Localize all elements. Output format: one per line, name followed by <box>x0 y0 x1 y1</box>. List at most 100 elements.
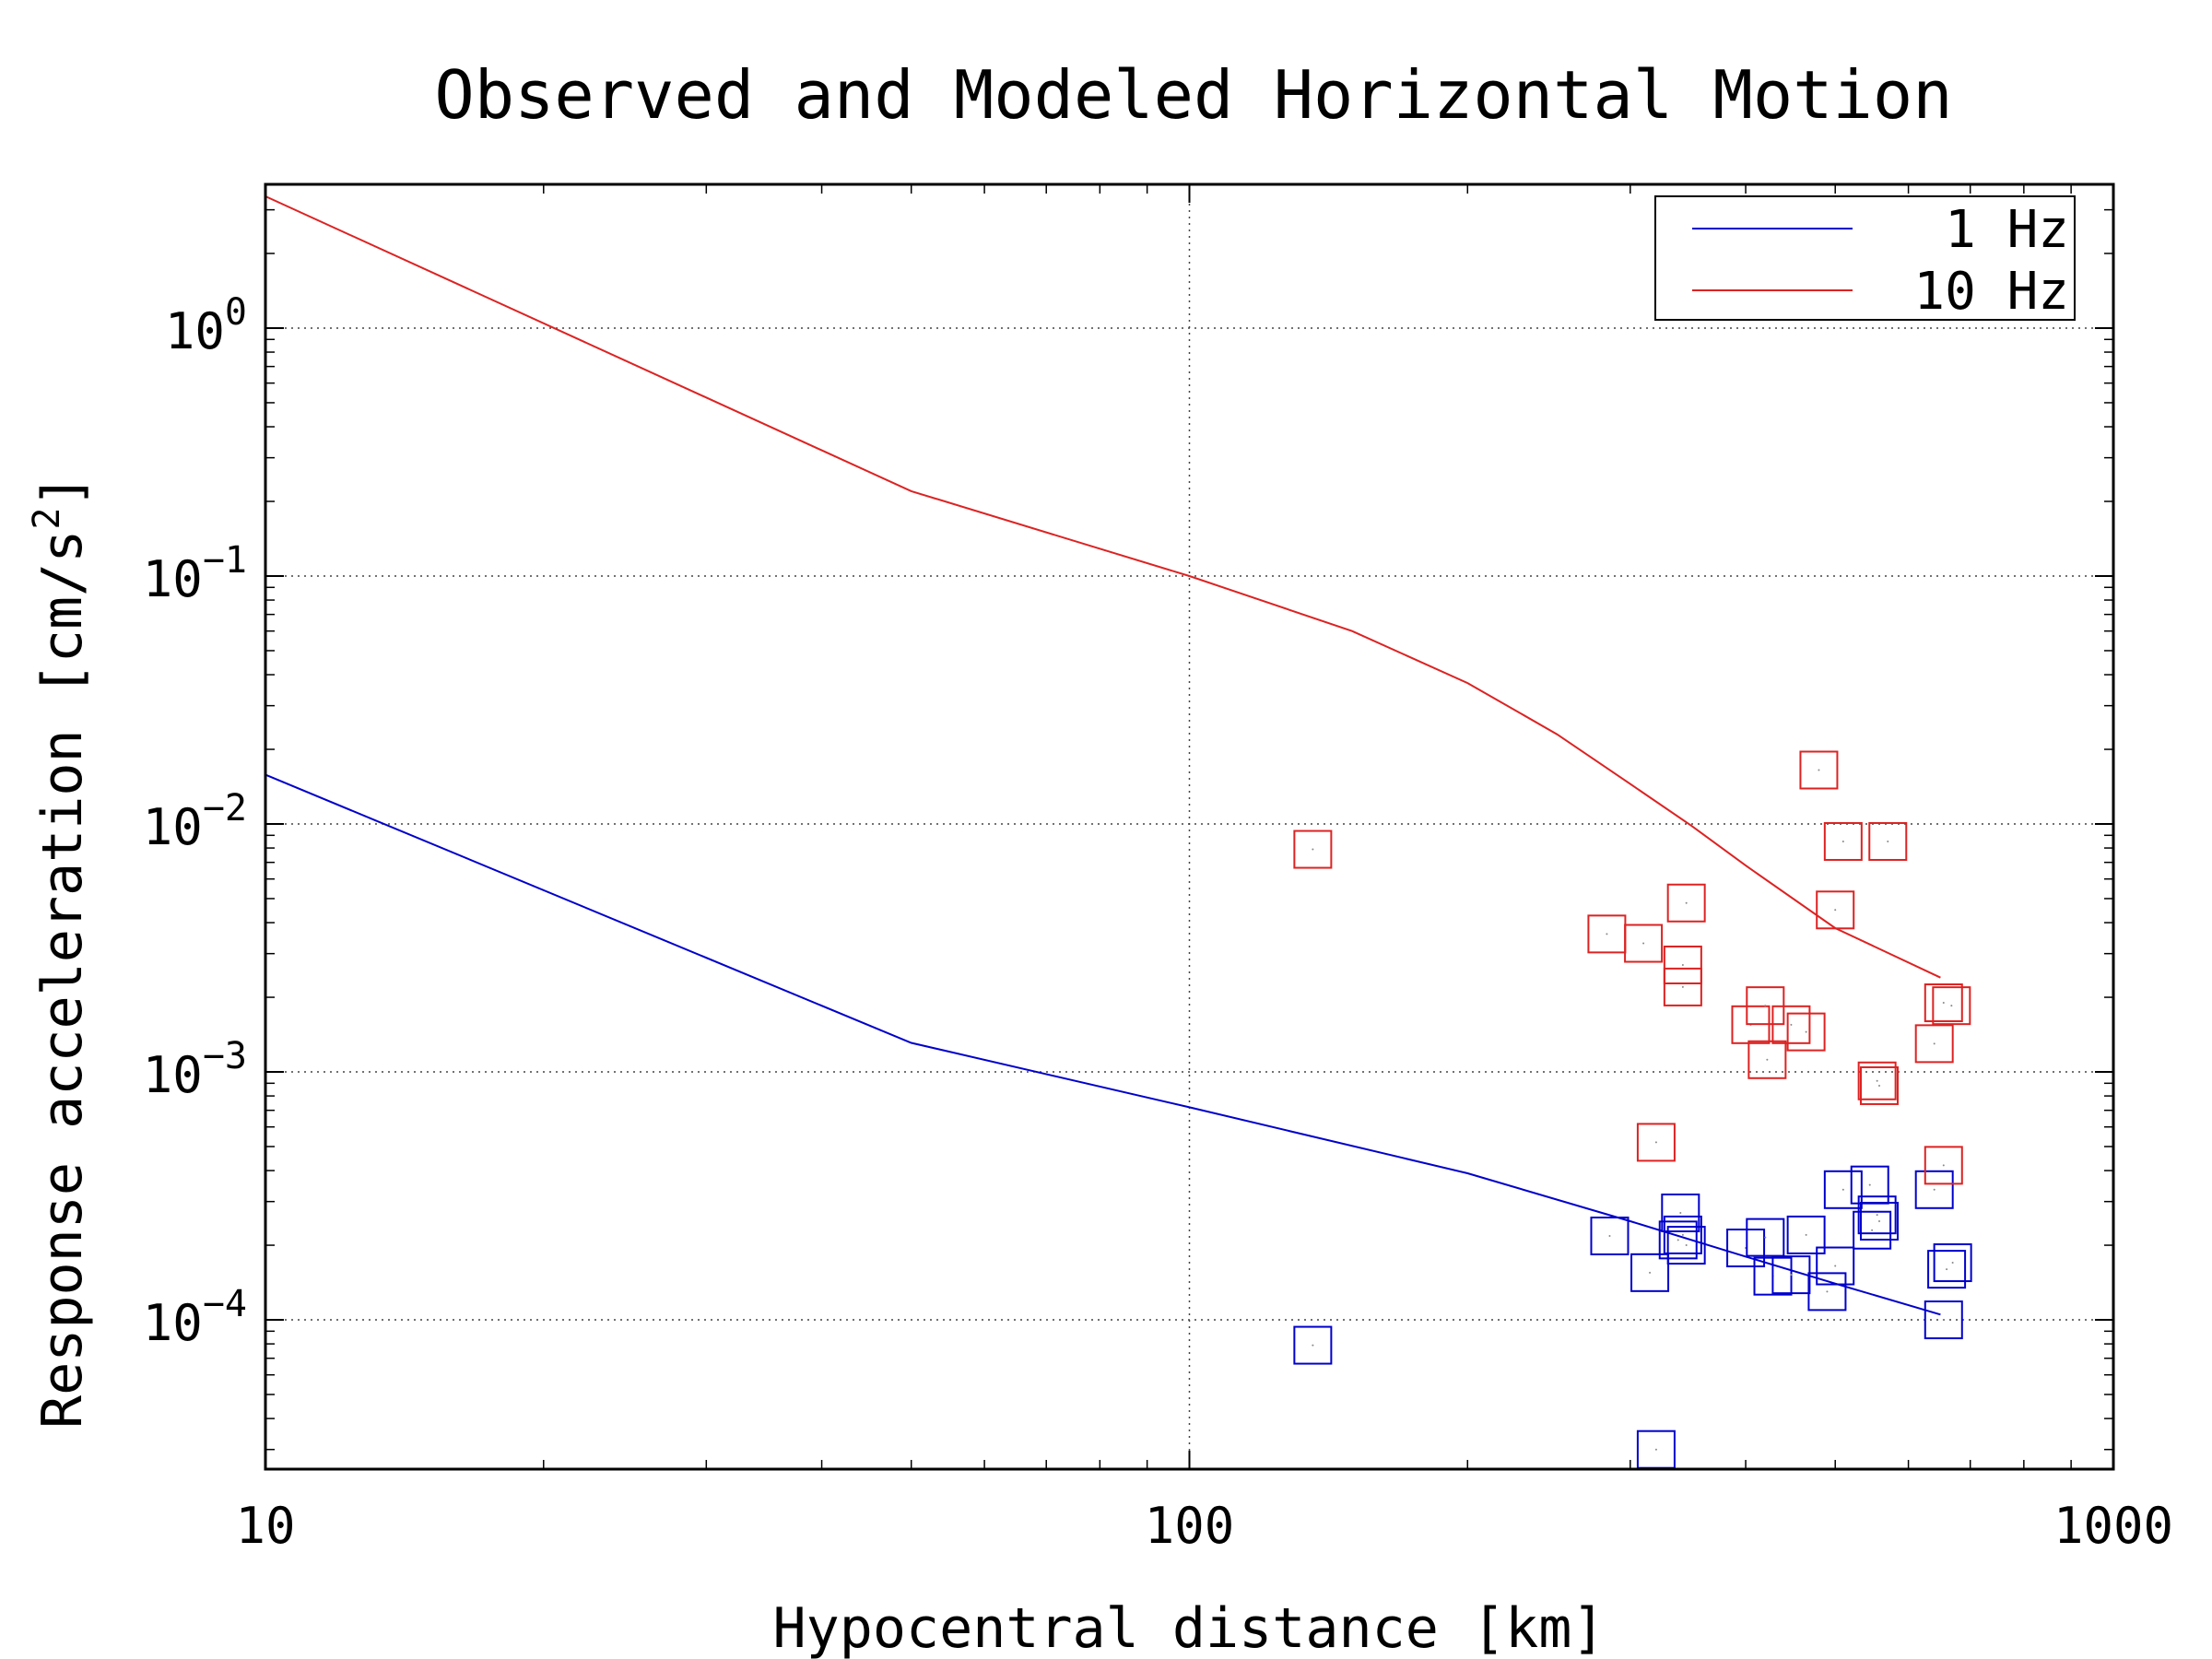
observed-point-center <box>1685 1244 1688 1247</box>
observed-point-center <box>1805 1233 1807 1236</box>
observed-point-10hz <box>1786 1012 1826 1052</box>
observed-point-center <box>1649 1271 1652 1274</box>
observed-point-10hz <box>1924 983 1963 1023</box>
observed-point-center <box>1790 1274 1793 1277</box>
observed-point-center <box>1876 1214 1878 1217</box>
series-1hz <box>265 773 1972 1469</box>
observed-point-10hz <box>1823 821 1863 861</box>
y-axis-label-sup: 2 <box>26 508 68 530</box>
y-axis-ticks: 10−4 10−3 10−2 10−1 100 <box>143 291 2113 1352</box>
observed-point-10hz <box>1747 1040 1787 1079</box>
observed-point-center <box>1312 1344 1314 1347</box>
observed-point-center <box>1950 1005 1953 1007</box>
observed-point-10hz <box>1932 986 1971 1026</box>
observed-point-center <box>1681 1233 1684 1236</box>
series-layer <box>265 195 1972 1469</box>
y-axis-label: Response acceleration [cm/s2] <box>26 474 95 1429</box>
observed-point-1hz <box>1293 1325 1333 1365</box>
observed-point-1hz <box>1663 1215 1702 1254</box>
observed-point-center <box>1818 769 1820 771</box>
y-tick-label: 10−4 <box>143 1283 247 1352</box>
observed-point-1hz <box>1924 1300 1963 1340</box>
y-tick-label: 10−2 <box>143 787 247 856</box>
observed-point-1hz <box>1590 1216 1630 1255</box>
observed-point-10hz <box>1771 1005 1811 1044</box>
observed-point-center <box>1826 1290 1829 1293</box>
x-tick-label: 100 <box>1145 1497 1235 1555</box>
observed-point-center <box>1654 1448 1657 1451</box>
y-tick-label: 100 <box>165 291 247 360</box>
observed-point-1hz <box>1823 1170 1863 1209</box>
y-axis-label-end: ] <box>30 474 95 507</box>
observed-point-center <box>1685 901 1688 904</box>
chart-title: Observed and Modeled Horizontal Motion <box>434 56 1952 134</box>
observed-point-center <box>1606 933 1608 935</box>
observed-point-center <box>1790 1023 1793 1026</box>
observed-point-center <box>1764 1005 1767 1007</box>
observed-point-1hz <box>1666 1226 1706 1265</box>
observed-point-center <box>1868 1183 1871 1186</box>
observed-point-10hz <box>1860 1065 1900 1105</box>
legend: 1 Hz 10 Hz <box>1654 195 2076 322</box>
observed-point-center <box>1642 942 1645 945</box>
observed-point-center <box>1834 909 1837 912</box>
observed-point-center <box>1878 1219 1881 1222</box>
legend-label-1hz: 1 Hz <box>1945 200 2069 260</box>
observed-point-1hz <box>1630 1253 1670 1292</box>
observed-point-center <box>1876 1079 1878 1082</box>
y-tick-label: 10−1 <box>143 539 247 608</box>
observed-point-center <box>1841 1188 1844 1191</box>
observed-point-10hz <box>1666 883 1706 923</box>
observed-point-center <box>1946 1268 1948 1271</box>
observed-point-center <box>1654 1141 1657 1144</box>
observed-point-1hz <box>1661 1193 1700 1232</box>
observed-point-center <box>1871 1229 1874 1231</box>
observed-point-center <box>1942 1002 1945 1005</box>
observed-point-1hz <box>1933 1243 1972 1283</box>
observed-point-1hz <box>1658 1220 1698 1260</box>
observed-point-1hz <box>1857 1195 1897 1235</box>
observed-point-center <box>1878 1084 1881 1087</box>
observed-point-center <box>1942 1319 1945 1322</box>
observed-point-center <box>1887 840 1889 842</box>
observed-point-center <box>1766 1058 1769 1061</box>
observed-point-10hz <box>1857 1061 1897 1100</box>
minor-ticks <box>265 184 2113 1469</box>
observed-point-center <box>1681 963 1684 966</box>
observed-point-center <box>1942 1164 1945 1167</box>
observed-point-10hz <box>1624 924 1664 963</box>
observed-point-center <box>1679 1211 1682 1214</box>
observed-point-10hz <box>1914 1024 1954 1064</box>
observed-point-1hz <box>1786 1215 1826 1254</box>
legend-box <box>1654 195 2076 321</box>
model-line-10hz <box>265 195 1941 979</box>
y-axis-label-main: Response acceleration [cm/s <box>30 530 95 1429</box>
x-tick-label: 10 <box>235 1497 295 1555</box>
observed-point-center <box>1312 848 1314 851</box>
observed-point-center <box>1834 1265 1837 1267</box>
observed-point-10hz <box>1868 821 1908 861</box>
grid-lines <box>265 184 2113 1469</box>
legend-label-10hz: 10 Hz <box>1913 262 2069 322</box>
observed-point-1hz <box>1807 1272 1847 1312</box>
observed-point-center <box>1805 1030 1807 1033</box>
x-tick-label: 1000 <box>2053 1497 2173 1555</box>
observed-point-center <box>1681 985 1684 988</box>
x-axis-label: Hypocentral distance [km] <box>772 1596 1605 1659</box>
observed-point-center <box>1764 1236 1767 1239</box>
observed-point-center <box>1933 1188 1936 1191</box>
observed-point-10hz <box>1799 750 1839 790</box>
observed-point-center <box>1951 1262 1954 1265</box>
observed-point-10hz <box>1663 945 1702 984</box>
observed-point-1hz <box>1927 1250 1967 1289</box>
observed-point-1hz <box>1816 1246 1855 1286</box>
y-tick-label: 10−3 <box>143 1035 247 1104</box>
observed-point-center <box>1933 1042 1936 1045</box>
observed-point-10hz <box>1636 1123 1676 1162</box>
series-10hz <box>265 195 1971 1185</box>
observed-point-center <box>1677 1239 1679 1241</box>
observed-point-1hz <box>1726 1229 1766 1268</box>
model-line-1hz <box>265 773 1941 1316</box>
observed-point-1hz <box>1860 1201 1900 1241</box>
